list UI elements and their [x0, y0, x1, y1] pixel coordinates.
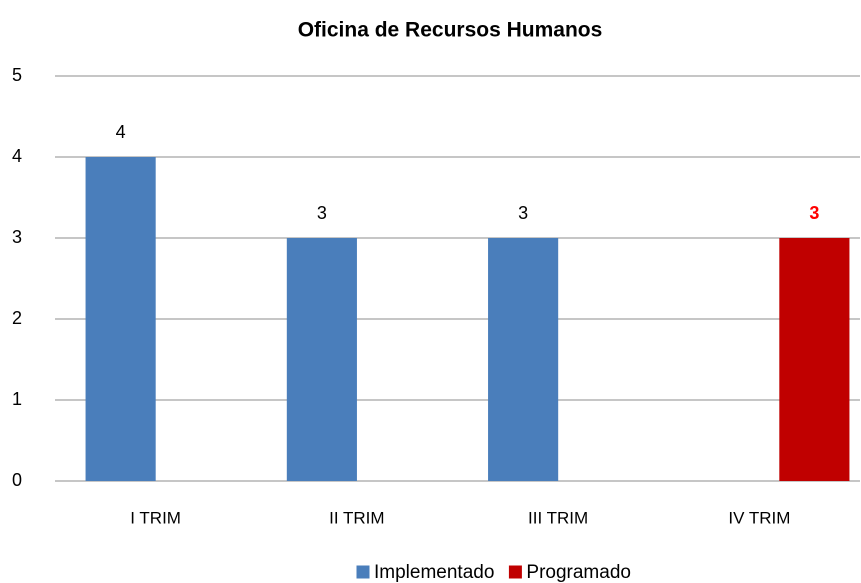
legend-label: Programado: [526, 562, 631, 583]
data-label: 4: [116, 122, 126, 142]
y-tick-label: 5: [12, 65, 22, 85]
bar-shade: [85, 157, 156, 481]
bar-shade: [779, 238, 850, 481]
legend-swatch: [355, 564, 371, 580]
x-tick-label: III TRIM: [528, 508, 588, 527]
bar-shade: [286, 238, 357, 481]
bar-shade: [488, 238, 559, 481]
x-tick-label: IV TRIM: [728, 508, 790, 527]
data-label: 3: [518, 203, 528, 223]
data-label: 3: [317, 203, 327, 223]
x-tick-label: II TRIM: [329, 508, 384, 527]
chart-title: Oficina de Recursos Humanos: [298, 19, 603, 42]
x-tick-label: I TRIM: [130, 508, 181, 527]
y-tick-label: 1: [12, 389, 22, 409]
data-label: 3: [809, 203, 819, 223]
y-tick-label: 3: [12, 227, 22, 247]
legend-swatch: [507, 564, 523, 580]
y-tick-label: 4: [12, 146, 22, 166]
y-tick-label: 2: [12, 308, 22, 328]
y-tick-label: 0: [12, 470, 22, 490]
legend-label: Implementado: [374, 562, 494, 583]
